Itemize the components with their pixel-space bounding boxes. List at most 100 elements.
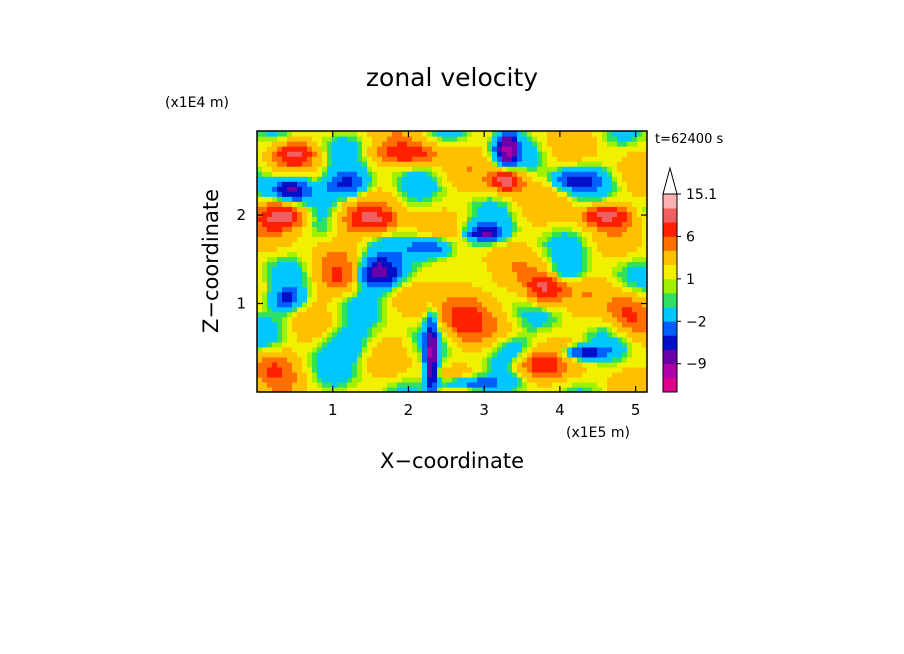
field-cell (482, 331, 488, 338)
field-cell (527, 146, 533, 152)
field-cell (422, 311, 428, 318)
field-cell (272, 356, 278, 363)
field-cell (267, 176, 273, 182)
field-cell (317, 236, 323, 243)
field-cell (587, 331, 593, 338)
field-cell (412, 306, 418, 313)
field-cell (482, 241, 488, 248)
field-cell (292, 321, 298, 328)
field-cell (492, 381, 498, 388)
field-cell (632, 166, 638, 172)
field-cell (547, 271, 553, 278)
field-cell (627, 251, 633, 258)
field-cell (437, 186, 443, 192)
field-cell (382, 146, 388, 152)
field-cell (432, 316, 438, 323)
field-cell (352, 256, 358, 263)
field-cell (347, 191, 353, 197)
field-cell (462, 176, 468, 182)
field-cell (417, 206, 423, 212)
field-cell (462, 376, 468, 383)
field-cell (392, 291, 398, 298)
field-cell (637, 376, 643, 383)
field-cell (442, 286, 448, 293)
field-cell (417, 241, 423, 248)
field-cell (392, 321, 398, 328)
field-cell (462, 356, 468, 363)
field-cell (507, 351, 513, 358)
field-cell (302, 321, 308, 328)
field-cell (347, 246, 353, 253)
field-cell (377, 216, 383, 222)
field-cell (477, 206, 483, 212)
field-cell (342, 211, 348, 217)
field-cell (477, 131, 483, 137)
field-cell (327, 306, 333, 313)
field-cell (552, 156, 558, 162)
field-cell (267, 286, 273, 293)
field-cell (432, 251, 438, 258)
field-cell (292, 296, 298, 303)
field-cell (507, 246, 513, 253)
field-cell (462, 296, 468, 303)
field-cell (287, 246, 293, 253)
field-cell (642, 136, 647, 142)
field-cell (572, 386, 578, 392)
field-cell (542, 136, 548, 142)
field-cell (402, 386, 408, 392)
field-cell (352, 216, 358, 222)
field-cell (617, 386, 623, 392)
field-cell (367, 201, 373, 207)
field-cell (522, 366, 528, 373)
field-cell (422, 226, 428, 232)
field-cell (472, 311, 478, 318)
field-cell (382, 196, 388, 202)
field-cell (402, 371, 408, 378)
field-cell (607, 386, 613, 392)
field-cell (442, 266, 448, 273)
field-cell (537, 361, 543, 368)
field-cell (267, 341, 273, 348)
field-cell (347, 361, 353, 368)
field-cell (327, 241, 333, 248)
field-cell (272, 246, 278, 253)
field-cell (612, 366, 618, 373)
field-cell (367, 181, 373, 187)
field-cell (257, 241, 263, 248)
field-cell (442, 191, 448, 197)
field-cell (547, 246, 553, 253)
field-cell (507, 321, 513, 328)
field-cell (272, 136, 278, 142)
field-cell (332, 206, 338, 212)
field-cell (392, 181, 398, 187)
field-cell (282, 286, 288, 293)
field-cell (427, 341, 433, 348)
field-cell (282, 171, 288, 177)
field-cell (367, 296, 373, 303)
field-cell (337, 231, 343, 237)
field-cell (447, 371, 453, 378)
field-cell (592, 196, 598, 202)
field-cell (572, 161, 578, 167)
field-cell (307, 196, 313, 202)
field-cell (557, 326, 563, 333)
field-cell (442, 371, 448, 378)
field-cell (527, 376, 533, 383)
field-cell (372, 216, 378, 222)
field-cell (522, 321, 528, 328)
field-cell (587, 296, 593, 303)
field-cell (257, 271, 263, 278)
field-cell (412, 346, 418, 353)
field-cell (307, 361, 313, 368)
field-cell (372, 196, 378, 202)
field-cell (597, 256, 603, 263)
field-cell (497, 161, 503, 167)
field-cell (587, 351, 593, 358)
field-cell (507, 166, 513, 172)
field-cell (277, 341, 283, 348)
field-cell (547, 131, 553, 137)
field-cell (637, 356, 643, 363)
field-cell (317, 271, 323, 278)
field-cell (497, 181, 503, 187)
field-cell (537, 286, 543, 293)
